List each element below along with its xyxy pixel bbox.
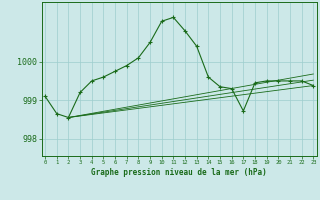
X-axis label: Graphe pression niveau de la mer (hPa): Graphe pression niveau de la mer (hPa) (91, 168, 267, 177)
